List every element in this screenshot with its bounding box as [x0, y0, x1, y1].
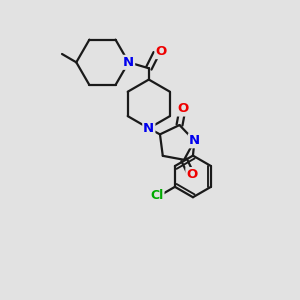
- Text: N: N: [143, 122, 154, 135]
- Text: N: N: [189, 134, 200, 147]
- Text: Cl: Cl: [150, 189, 164, 202]
- Text: O: O: [186, 168, 198, 181]
- Text: O: O: [177, 103, 188, 116]
- Text: O: O: [156, 45, 167, 58]
- Text: N: N: [123, 56, 134, 69]
